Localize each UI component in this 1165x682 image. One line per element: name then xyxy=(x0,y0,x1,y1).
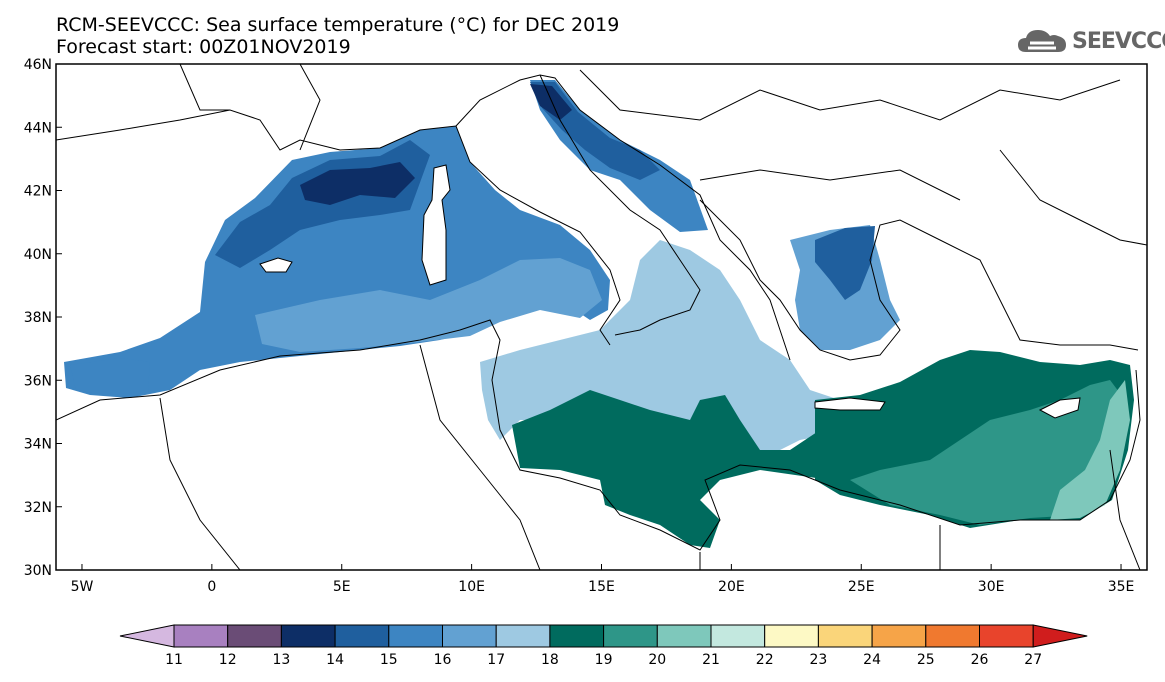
sst-region xyxy=(512,390,830,548)
colorbar-label: 18 xyxy=(541,652,559,668)
forecast-start-label: Forecast start: 00Z01NOV2019 xyxy=(56,36,351,58)
colorbar-swatch xyxy=(334,624,390,648)
border-6 xyxy=(699,169,961,201)
border-1 xyxy=(159,397,241,570)
colorbar-swatch xyxy=(979,624,1034,648)
colorbar-swatch xyxy=(656,624,712,648)
x-axis: 5W 0 5E 10E 15E 20E 25E 30E 35E xyxy=(71,564,1135,595)
colorbar-label: 25 xyxy=(917,652,935,668)
colorbar-swatch xyxy=(388,624,443,648)
island-baleares xyxy=(259,257,293,273)
border-7 xyxy=(999,149,1147,246)
x-tick-label: 10E xyxy=(458,579,485,595)
colorbar-label: 17 xyxy=(487,652,505,668)
border-8 xyxy=(1109,449,1141,570)
colorbar-label: 12 xyxy=(219,652,237,668)
x-tick-label: 25E xyxy=(848,579,875,595)
x-tick-label: 15E xyxy=(588,579,615,595)
x-tick-label: 5W xyxy=(71,579,94,595)
sst-region xyxy=(1050,380,1130,520)
border-2 xyxy=(419,344,541,570)
colorbar-label: 19 xyxy=(595,652,613,668)
seevccc-logo: SEEVCCC xyxy=(1016,24,1165,58)
colorbar-swatch xyxy=(603,624,658,648)
colorbar-swatch xyxy=(710,624,766,648)
colorbar: 11 12 13 14 15 16 17 18 19 20 21 22 23 24 25 26 27 xyxy=(119,624,1088,668)
colorbar-swatch xyxy=(549,624,605,648)
coastline-north-africa xyxy=(56,319,1141,551)
colorbar-swatch xyxy=(817,624,873,648)
x-tick-label: 30E xyxy=(978,579,1005,595)
sst-region xyxy=(530,84,572,120)
island-cyprus xyxy=(1038,397,1081,419)
y-tick-label: 38N xyxy=(24,310,52,326)
x-tick-label: 20E xyxy=(718,579,745,595)
colorbar-label: 24 xyxy=(863,652,881,668)
colorbar-label: 26 xyxy=(971,652,989,668)
colorbar-label: 21 xyxy=(702,652,720,668)
y-tick-label: 46N xyxy=(24,57,52,73)
colorbar-swatch xyxy=(442,624,497,648)
border-9 xyxy=(299,64,321,151)
colorbar-label: 14 xyxy=(326,652,344,668)
colorbar-swatch xyxy=(925,624,980,648)
sst-region xyxy=(70,358,150,396)
island-corsica-sardinia xyxy=(421,164,451,286)
sst-field xyxy=(64,80,1134,548)
y-tick-label: 40N xyxy=(24,247,52,263)
y-axis: 30N 32N 34N 36N 38N 40N 42N 44N 46N xyxy=(24,57,62,579)
sst-region xyxy=(255,258,602,352)
colorbar-label: 20 xyxy=(648,652,666,668)
y-tick-label: 36N xyxy=(24,373,52,389)
coastlines xyxy=(56,64,1147,570)
colorbar-swatch xyxy=(495,624,551,648)
cloud-logo-icon xyxy=(1018,30,1066,52)
x-tick-label: 5E xyxy=(333,579,351,595)
colorbar-low-arrow xyxy=(119,624,175,648)
sst-region xyxy=(300,162,415,205)
y-tick-label: 30N xyxy=(24,563,52,579)
coastline-italy xyxy=(455,74,791,361)
sst-region xyxy=(815,226,875,300)
colorbar-label: 23 xyxy=(809,652,827,668)
colorbar-swatch xyxy=(871,624,927,648)
coastline-italy-east xyxy=(539,74,701,336)
colorbar-swatch xyxy=(764,624,819,648)
y-tick-label: 32N xyxy=(24,500,52,516)
border-5 xyxy=(579,69,1121,121)
island-crete xyxy=(814,397,886,411)
colorbar-label: 27 xyxy=(1024,652,1042,668)
coastline-balkans xyxy=(699,199,1139,361)
x-tick-label: 35E xyxy=(1108,579,1135,595)
colorbar-label: 11 xyxy=(165,652,183,668)
y-tick-label: 34N xyxy=(24,437,52,453)
y-tick-label: 44N xyxy=(24,120,52,136)
border-10 xyxy=(179,64,230,111)
chart-title: RCM-SEEVCCC: Sea surface temperature (°C… xyxy=(56,14,620,36)
colorbar-label: 13 xyxy=(272,652,290,668)
colorbar-label: 16 xyxy=(434,652,452,668)
colorbar-swatch xyxy=(280,624,336,648)
colorbar-high-arrow xyxy=(1032,624,1088,648)
logo-text: SEEVCCC xyxy=(1072,28,1165,54)
colorbar-swatch xyxy=(173,624,229,648)
x-tick-label: 0 xyxy=(207,579,216,595)
colorbar-swatch xyxy=(227,624,282,648)
y-tick-label: 42N xyxy=(24,184,52,200)
colorbar-label: 22 xyxy=(756,652,774,668)
colorbar-label: 15 xyxy=(380,652,398,668)
